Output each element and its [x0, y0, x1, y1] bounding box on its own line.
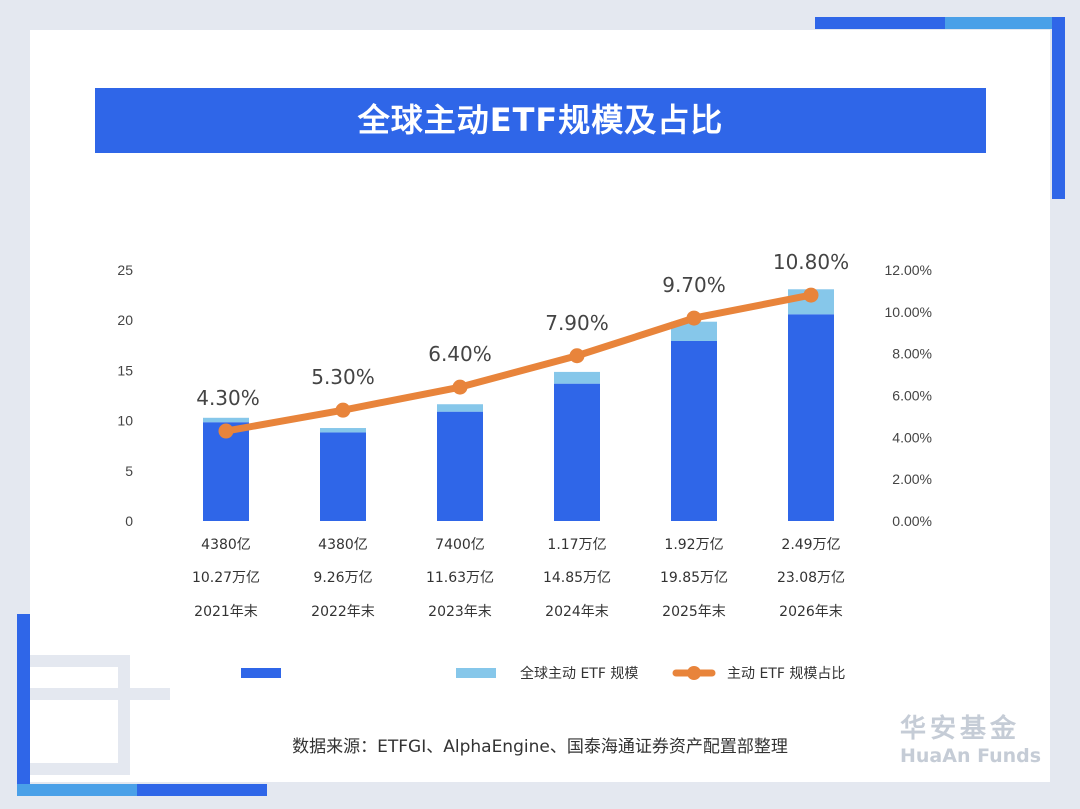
ratio-point — [803, 287, 819, 303]
chart-title: 全球主动ETF规模及占比 — [95, 88, 986, 153]
bar-segment-active-etf — [671, 321, 717, 341]
ratio-data-label: 6.40% — [428, 342, 492, 366]
y-right-tick-label: 2.00% — [892, 471, 932, 487]
active-etf-size-label: 1.17万亿 — [547, 537, 606, 553]
ratio-data-label: 9.70% — [662, 273, 726, 297]
bar-segment-active-etf — [437, 404, 483, 412]
total-etf-size-label: 19.85万亿 — [660, 570, 728, 586]
total-etf-size-label: 9.26万亿 — [313, 570, 372, 586]
total-etf-size-label: 23.08万亿 — [777, 570, 845, 586]
active-etf-size-label: 2.49万亿 — [781, 537, 840, 553]
ratio-data-label: 10.80% — [773, 250, 849, 274]
y-right-tick-label: 4.00% — [892, 429, 932, 445]
active-etf-size-label: 1.92万亿 — [664, 537, 723, 553]
total-etf-size-label: 11.63万亿 — [426, 570, 494, 586]
logo-cn: 华安基金 — [900, 714, 1021, 744]
deco-top-right-bar-light — [945, 17, 1065, 29]
x-tick-label: 2025年末 — [662, 604, 726, 620]
deco-square-outline — [30, 655, 130, 775]
bar-segment-active-etf — [203, 417, 249, 423]
x-tick-label: 2022年末 — [311, 604, 375, 620]
bar-segment-base — [671, 340, 717, 521]
bar-segment-base — [203, 422, 249, 521]
deco-square-outline-inner — [30, 688, 170, 700]
total-etf-size-label: 10.27万亿 — [192, 570, 260, 586]
deco-left-vertical-bar — [17, 614, 30, 796]
legend-swatch-base — [241, 668, 281, 678]
chart-card — [30, 30, 1050, 782]
ratio-point — [218, 423, 234, 439]
active-etf-size-label: 4380亿 — [201, 537, 251, 553]
y-left-tick-label: 0 — [125, 513, 133, 529]
y-right-tick-label: 6.00% — [892, 388, 932, 404]
y-right-tick-label: 0.00% — [892, 513, 932, 529]
y-left-tick-label: 20 — [117, 312, 133, 328]
bar-segment-base — [554, 383, 600, 521]
deco-right-vertical-bar — [1052, 17, 1065, 199]
x-tick-label: 2023年末 — [428, 604, 492, 620]
bar-segment-base — [320, 432, 366, 521]
bar-segment-base — [788, 314, 834, 521]
y-right-tick-label: 12.00% — [885, 262, 932, 278]
logo-en: HuaAn Funds — [900, 745, 1042, 767]
y-left-tick-label: 10 — [117, 413, 133, 429]
legend-swatch-ratio-point — [687, 666, 701, 680]
ratio-line — [222, 291, 815, 435]
y-right-tick-label: 10.00% — [885, 304, 932, 320]
y-left-tick-label: 5 — [125, 463, 133, 479]
active-etf-size-label: 7400亿 — [435, 537, 485, 553]
x-tick-label: 2024年末 — [545, 604, 609, 620]
deco-bottom-bar-light — [17, 784, 137, 796]
data-source-note: 数据来源：ETFGI、AlphaEngine、国泰海通证券资产配置部整理 — [292, 737, 788, 757]
ratio-point — [569, 348, 585, 364]
ratio-point — [686, 310, 702, 326]
ratio-point — [335, 402, 351, 418]
ratio-data-label: 5.30% — [311, 365, 375, 389]
total-etf-size-label: 14.85万亿 — [543, 570, 611, 586]
ratio-data-label: 7.90% — [545, 311, 609, 335]
bar-segment-active-etf — [320, 428, 366, 433]
y-left-tick-label: 25 — [117, 262, 133, 278]
ratio-point — [452, 379, 468, 395]
brand-logo: 华安基金 HuaAn Funds — [900, 714, 1041, 768]
ratio-data-label: 4.30% — [196, 386, 260, 410]
bar-segment-base — [437, 411, 483, 521]
x-tick-label: 2021年末 — [194, 604, 258, 620]
legend-label-ratio: 主动 ETF 规模占比 — [727, 666, 845, 682]
y-right-tick-label: 8.00% — [892, 346, 932, 362]
legend-label-active-etf: 全球主动 ETF 规模 — [520, 665, 638, 682]
bar-segment-active-etf — [554, 371, 600, 384]
x-tick-label: 2026年末 — [779, 604, 843, 620]
active-etf-size-label: 4380亿 — [318, 537, 368, 553]
legend-swatch-active-etf — [456, 668, 496, 678]
y-left-tick-label: 15 — [117, 362, 133, 378]
